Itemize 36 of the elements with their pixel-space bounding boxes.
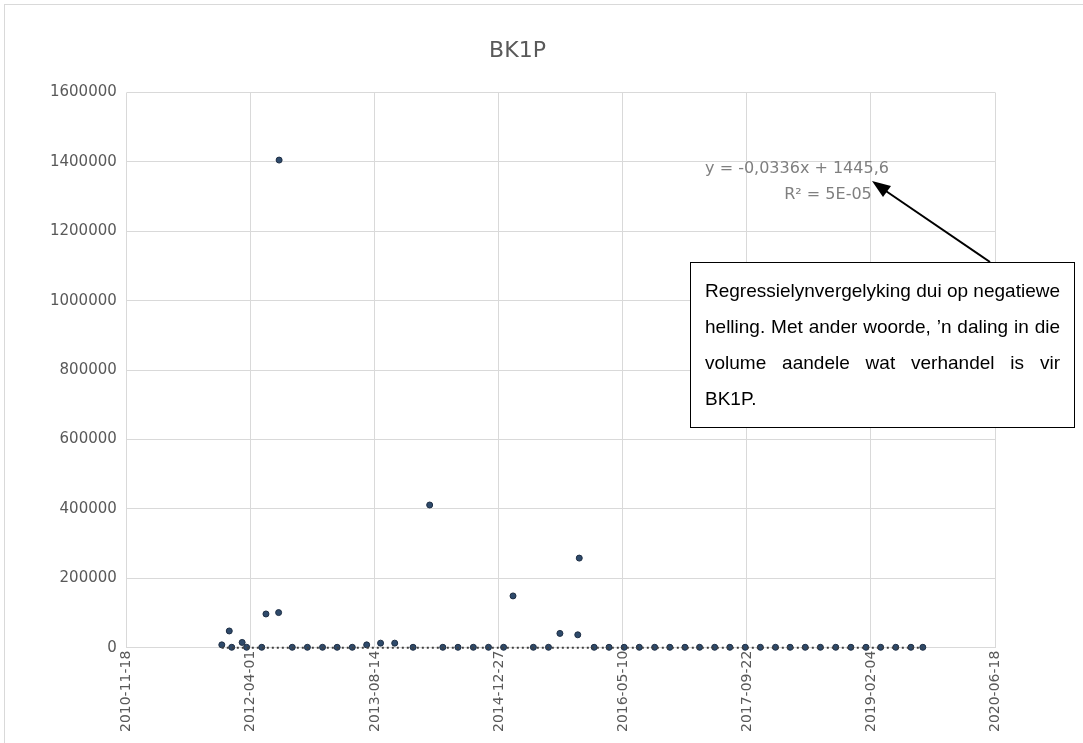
y-tick-label: 1200000 <box>49 221 117 240</box>
point <box>363 641 371 649</box>
x-tick-label: 2020-06-18 <box>985 650 1002 733</box>
y-tick-label: 1600000 <box>49 82 117 101</box>
y-tick-label: 200000 <box>59 568 117 587</box>
point <box>218 641 226 649</box>
point <box>919 643 927 651</box>
y-tick-label: 600000 <box>59 429 117 448</box>
y-tick-label: 1000000 <box>49 290 117 309</box>
y-tick-label: 800000 <box>59 359 117 378</box>
point <box>391 639 399 647</box>
x-tick-label: 2016-05-10 <box>613 650 630 733</box>
point <box>426 501 434 509</box>
x-tick-label: 2014-12-27 <box>489 650 506 733</box>
x-tick-label: 2017-09-22 <box>737 650 754 733</box>
point <box>275 609 283 617</box>
annotation: Regressielynvergelyking dui op negatiewe helling. Met ander woorde, ’n daling in die volume aandele wat verhandel is vir BK1P. <box>690 262 1075 429</box>
y-tick-label: 0 <box>107 637 117 656</box>
point <box>225 627 233 635</box>
point <box>262 610 270 618</box>
point <box>377 639 385 647</box>
annotation: R² = 5E-05 <box>784 184 872 203</box>
point <box>574 631 582 639</box>
annotation: y = -0,0336x + 1445,6 <box>705 158 889 177</box>
point <box>509 592 517 600</box>
point <box>238 638 246 646</box>
y-tick-label: 1400000 <box>49 151 117 170</box>
x-tick-label: 2012-04-01 <box>241 650 258 733</box>
point <box>556 629 564 637</box>
y-tick-label: 400000 <box>59 498 117 517</box>
point <box>275 156 283 164</box>
point <box>575 554 583 562</box>
x-tick-label: 2013-08-14 <box>365 650 382 733</box>
x-tick-label: 2010-11-18 <box>117 650 134 733</box>
chart-title: BK1P <box>489 36 546 62</box>
x-tick-label: 2019-02-04 <box>861 650 878 733</box>
